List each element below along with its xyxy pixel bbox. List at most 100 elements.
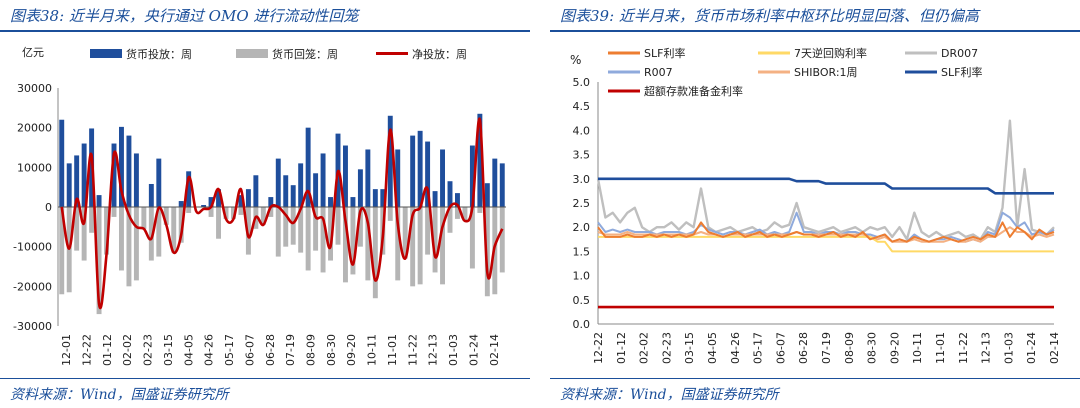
x-tick-label: 12-13 bbox=[427, 334, 440, 366]
bar-bar-28 bbox=[268, 197, 274, 207]
bar-bar-49 bbox=[425, 141, 431, 207]
bar-bar-38 bbox=[343, 145, 348, 207]
x-tick-label: 01-03 bbox=[1002, 332, 1015, 364]
y-tick-label: 3.0 bbox=[573, 173, 591, 186]
bar-bar-24 bbox=[238, 207, 244, 215]
bar-bar-57 bbox=[484, 207, 490, 297]
bar-bar-34 bbox=[313, 173, 319, 207]
x-tick-label: 11-01 bbox=[386, 334, 399, 366]
y-tick-label: 30000 bbox=[17, 82, 52, 95]
bar-bar-36 bbox=[328, 207, 333, 261]
rate-line-5 bbox=[598, 177, 1054, 195]
bar-bar-30 bbox=[283, 207, 289, 247]
bar-bar-2 bbox=[74, 207, 80, 251]
bar-bar-51 bbox=[440, 149, 445, 207]
x-tick-label: 03-15 bbox=[162, 334, 175, 366]
y-tick-label: 5.0 bbox=[573, 76, 591, 89]
bar-bar-31 bbox=[290, 185, 296, 207]
source-rule bbox=[0, 378, 530, 379]
bar-bar-9 bbox=[126, 207, 132, 287]
x-tick-label: 08-09 bbox=[843, 332, 856, 364]
x-tick-label: 01-24 bbox=[467, 334, 480, 366]
y-axis-label: % bbox=[570, 53, 581, 67]
x-tick-label: 11-22 bbox=[957, 332, 970, 364]
bar-bar-14 bbox=[163, 207, 169, 225]
bar-bar-22 bbox=[223, 207, 229, 219]
x-tick-label: 06-07 bbox=[774, 332, 787, 364]
bar-bar-13 bbox=[156, 158, 162, 207]
bar-bar-38 bbox=[343, 207, 348, 283]
y-tick-label: 0 bbox=[45, 201, 52, 214]
bar-bar-17 bbox=[186, 207, 192, 213]
bar-bar-10 bbox=[133, 153, 139, 207]
legend-label: DR007 bbox=[941, 47, 978, 60]
bar-bar-3 bbox=[81, 207, 87, 261]
bar-bar-32 bbox=[298, 207, 304, 253]
x-tick-label: 11-01 bbox=[934, 332, 947, 364]
bar-bar-0 bbox=[59, 119, 65, 207]
bar-bar-45 bbox=[395, 149, 401, 207]
bar-bar-7 bbox=[111, 143, 117, 207]
x-tick-label: 02-23 bbox=[142, 334, 155, 366]
bar-bar-15 bbox=[171, 207, 177, 253]
x-tick-label: 01-24 bbox=[1025, 332, 1038, 364]
rate-line-0 bbox=[597, 221, 1055, 243]
bar-bar-44 bbox=[387, 207, 393, 221]
legend-label: 货币回笼：周 bbox=[272, 47, 338, 61]
x-tick-label: 05-17 bbox=[223, 334, 236, 366]
bar-bar-30 bbox=[283, 175, 289, 207]
bar-bar-16 bbox=[178, 207, 184, 243]
bar-bar-47 bbox=[410, 135, 416, 207]
right-chart-panel: 图表39: 近半月来，货币市场利率中枢环比明显回落、但仍偏高 % 0.0 0.5 1.… bbox=[550, 0, 1080, 408]
bar-bar-0 bbox=[59, 207, 65, 295]
bar-bar-12 bbox=[148, 207, 154, 261]
bar-bar-29 bbox=[275, 158, 281, 207]
y-tick-label: 4.5 bbox=[573, 100, 591, 113]
x-tick-label: 02-14 bbox=[1048, 332, 1061, 364]
y-tick-label: 0.5 bbox=[573, 294, 591, 307]
x-tick-label: 02-23 bbox=[660, 332, 673, 364]
y-tick-label: -20000 bbox=[13, 280, 52, 293]
bar-bar-46 bbox=[402, 207, 408, 259]
legend-label: R007 bbox=[644, 66, 673, 79]
bar-bar-28 bbox=[268, 207, 274, 217]
x-tick-label: 01-12 bbox=[101, 334, 114, 366]
bar-bar-44 bbox=[387, 115, 393, 207]
omo-bar-chart: 亿元 -30000 -20000 -10000 0 10000 20000 30000 12-0… bbox=[13, 46, 506, 366]
bar-bar-29 bbox=[275, 207, 281, 257]
bar-bar-25 bbox=[245, 207, 251, 255]
y-axis-label: 亿元 bbox=[22, 46, 44, 59]
bar-bar-33 bbox=[305, 127, 311, 207]
x-tick-label: 10-11 bbox=[366, 334, 379, 366]
legend-label: 货币投放：周 bbox=[126, 47, 192, 61]
bar-bar-58 bbox=[492, 158, 498, 207]
bar-bar-37 bbox=[335, 207, 341, 245]
y-tick-label: 1.0 bbox=[573, 270, 591, 283]
title-rule bbox=[550, 30, 1080, 32]
bar-bar-42 bbox=[372, 189, 378, 207]
bar-bar-40 bbox=[357, 207, 363, 247]
x-tick-label: 12-22 bbox=[592, 332, 605, 364]
bar-bar-41 bbox=[365, 149, 371, 207]
x-tick-label: 12-22 bbox=[81, 334, 94, 366]
y-tick-label: 10000 bbox=[17, 161, 52, 174]
bar-bar-32 bbox=[298, 163, 304, 207]
bar-bar-3 bbox=[81, 143, 87, 207]
legend-label: SHIBOR:1周 bbox=[794, 66, 858, 79]
bar-bar-40 bbox=[357, 169, 363, 207]
left-chart-panel: 图表38: 近半月来，央行通过 OMO 进行流动性回笼 亿元 -30000 -200… bbox=[0, 0, 530, 408]
y-tick-label: 2.5 bbox=[573, 197, 591, 210]
bar-bar-5 bbox=[96, 195, 102, 207]
bar-bar-39 bbox=[350, 197, 356, 207]
legend-label: 超额存款准备金利率 bbox=[644, 84, 743, 98]
bar-bar-48 bbox=[417, 130, 423, 207]
legend-label: 7天逆回购利率 bbox=[794, 46, 867, 60]
y-tick-label: 0.0 bbox=[573, 318, 591, 331]
bar-bar-35 bbox=[320, 153, 326, 207]
y-tick-label: -30000 bbox=[13, 320, 52, 333]
bar-bar-4 bbox=[89, 207, 95, 233]
bar-bar-16 bbox=[178, 201, 184, 207]
bar-bar-35 bbox=[320, 207, 326, 273]
x-tick-label: 07-19 bbox=[820, 332, 833, 364]
bar-bar-42 bbox=[372, 207, 378, 299]
